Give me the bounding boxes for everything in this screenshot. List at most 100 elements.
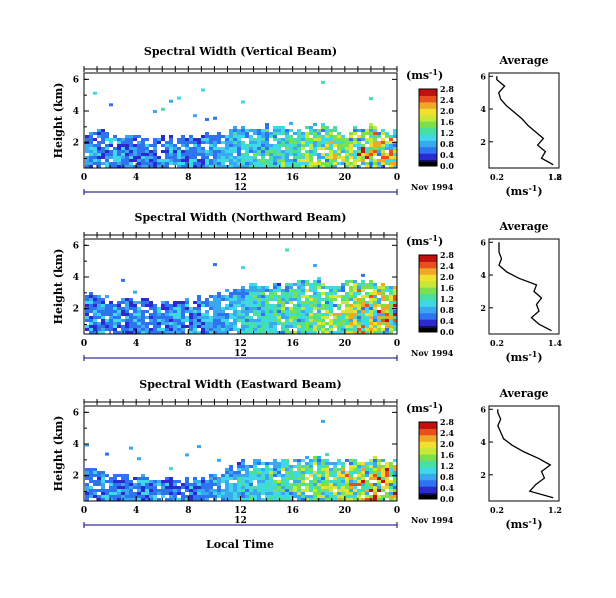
heatmap-cell	[317, 465, 321, 468]
heatmap-cell	[325, 132, 329, 135]
heatmap-cell	[285, 489, 289, 492]
heatmap-cell	[377, 298, 381, 301]
heatmap-cell	[257, 298, 261, 301]
heatmap-cell	[217, 489, 221, 492]
heatmap-cell	[197, 150, 201, 153]
heatmap-cell	[257, 162, 261, 165]
heatmap-cell	[273, 474, 277, 477]
heatmap-cell	[225, 468, 229, 471]
heatmap-cell	[381, 165, 385, 168]
heatmap-cell	[225, 489, 229, 492]
heatmap-cell	[169, 480, 173, 483]
heatmap-cell	[277, 147, 281, 150]
heatmap-cell	[333, 135, 337, 138]
heatmap-cell	[153, 138, 157, 141]
heatmap-cell	[141, 159, 145, 162]
x-tick-label: 12	[234, 173, 247, 183]
heatmap-cell	[389, 153, 393, 156]
heatmap-cell	[249, 328, 253, 331]
heatmap-cell	[245, 474, 249, 477]
heatmap-cell	[93, 489, 97, 492]
heatmap-cell	[233, 147, 237, 150]
heatmap-cell	[305, 495, 309, 498]
heatmap-cell	[277, 286, 281, 289]
heatmap-cell	[133, 307, 137, 310]
heatmap-cell	[325, 307, 329, 310]
heatmap-cell	[393, 483, 397, 486]
heatmap-cell	[377, 495, 381, 498]
heatmap-cell	[341, 141, 345, 144]
heatmap-cell	[297, 465, 301, 468]
heatmap-cell	[213, 483, 217, 486]
heatmap-cell	[141, 492, 145, 495]
heatmap-cell	[221, 159, 225, 162]
heatmap-cell	[185, 486, 189, 489]
heatmap-cell	[137, 135, 141, 138]
heatmap-cell	[389, 313, 393, 316]
heatmap-cell	[109, 150, 113, 153]
heatmap-cell	[381, 144, 385, 147]
heatmap-cell	[221, 480, 225, 483]
heatmap-cell	[113, 162, 117, 165]
heatmap-cell	[301, 135, 305, 138]
heatmap-cell	[209, 162, 213, 165]
heatmap-cell	[93, 495, 97, 498]
heatmap-cell	[369, 141, 373, 144]
heatmap-cell	[85, 328, 89, 331]
heatmap-cell	[93, 319, 97, 322]
heatmap-cell	[389, 495, 393, 498]
heatmap-cell	[313, 498, 317, 501]
colorbar-swatch	[419, 460, 437, 468]
heatmap-cell	[169, 316, 173, 319]
heatmap-cell	[281, 492, 285, 495]
heatmap-cell	[257, 304, 261, 307]
heatmap-cell	[357, 483, 361, 486]
heatmap-cell	[133, 304, 137, 307]
heatmap-cell	[337, 144, 341, 147]
heatmap-cell	[325, 141, 329, 144]
heatmap-cell	[385, 495, 389, 498]
heatmap-cell	[277, 498, 281, 501]
heatmap-cell	[253, 474, 257, 477]
heatmap-cell	[185, 307, 189, 310]
heatmap-cell	[237, 474, 241, 477]
heatmap-cell	[317, 156, 321, 159]
heatmap-cell	[241, 331, 245, 334]
heatmap-cell	[113, 159, 117, 162]
heatmap-cell	[229, 325, 233, 328]
heatmap-cell	[125, 156, 129, 159]
heatmap-cell	[297, 468, 301, 471]
heatmap-cells	[85, 248, 397, 334]
heatmap-cell	[373, 283, 377, 286]
heatmap-cell	[241, 144, 245, 147]
heatmap-cell	[217, 307, 221, 310]
heatmap-cell	[105, 159, 109, 162]
heatmap-cell	[289, 325, 293, 328]
heatmap-cell	[93, 483, 97, 486]
heatmap-cell	[249, 480, 253, 483]
heatmap-cell	[325, 162, 329, 165]
heatmap-cell	[333, 159, 337, 162]
heatmap-cell	[221, 141, 225, 144]
x-tick-label: 12	[234, 339, 247, 349]
heatmap-cell	[301, 492, 305, 495]
heatmap-cell	[361, 313, 365, 316]
heatmap-cell	[189, 486, 193, 489]
heatmap-cell	[241, 162, 245, 165]
heatmap-cell	[333, 468, 337, 471]
heatmap-cell	[149, 307, 153, 310]
heatmap-cell	[165, 162, 169, 165]
heatmap-cell	[265, 132, 269, 135]
heatmap-cell	[137, 331, 141, 334]
heatmap-cell	[245, 159, 249, 162]
heatmap-cell	[253, 307, 257, 310]
heatmap-cell	[89, 492, 93, 495]
heatmap-cell	[353, 477, 357, 480]
heatmap-cell	[85, 295, 89, 298]
heatmap-cell	[357, 304, 361, 307]
heatmap-cell	[273, 304, 277, 307]
heatmap-cell	[329, 498, 333, 501]
heatmap-cell	[273, 295, 277, 298]
profile-y-tick-label: 4	[480, 437, 486, 447]
